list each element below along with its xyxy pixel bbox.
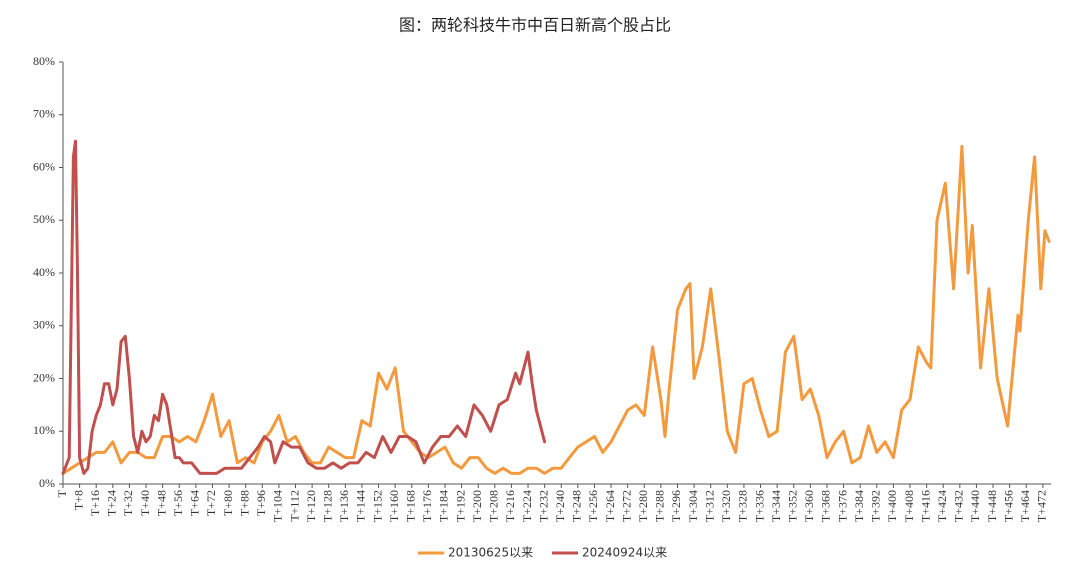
x-tick-label: T+40	[138, 490, 152, 516]
x-tick-label: T+200	[470, 490, 484, 522]
x-tick-label: T+400	[885, 490, 899, 522]
x-tick-label: T+64	[188, 490, 202, 516]
x-tick-label: T+352	[786, 490, 800, 522]
x-tick-label: T+104	[271, 490, 285, 522]
y-tick-label: 60%	[33, 159, 55, 173]
x-tick-label: T+192	[453, 490, 467, 522]
x-tick-label: T+248	[570, 490, 584, 522]
x-tick-label: T+344	[769, 490, 783, 522]
x-tick-label: T+136	[337, 490, 351, 522]
x-tick-label: T+224	[520, 490, 534, 522]
x-tick-label: T+464	[1018, 490, 1032, 522]
x-tick-label: T+72	[204, 490, 218, 516]
x-tick-label: T+208	[487, 490, 501, 522]
legend-label: 20240924以来	[582, 546, 667, 560]
x-tick-label: T+168	[404, 490, 418, 522]
x-tick-label: T+272	[619, 490, 633, 522]
y-tick-label: 10%	[33, 423, 55, 437]
x-tick-label: T+160	[387, 490, 401, 522]
x-tick-label: T+120	[304, 490, 318, 522]
x-tick-label: T+408	[902, 490, 916, 522]
x-tick-label: T+56	[171, 490, 185, 516]
x-tick-label: T+376	[835, 490, 849, 522]
x-tick-label: T+416	[918, 490, 932, 522]
x-tick-label: T+144	[354, 490, 368, 522]
x-tick-label: T+328	[736, 490, 750, 522]
x-tick-label: T+184	[437, 490, 451, 522]
x-tick-label: T+80	[221, 490, 235, 516]
y-tick-label: 30%	[33, 318, 55, 332]
x-tick-label: T+448	[985, 490, 999, 522]
x-tick-label: T+312	[702, 490, 716, 522]
x-tick-label: T+232	[536, 490, 550, 522]
x-tick-label: T	[55, 489, 69, 497]
x-tick-label: T+368	[819, 490, 833, 522]
series-line	[61, 139, 547, 475]
x-tick-label: T+280	[636, 490, 650, 522]
x-tick-label: T+256	[586, 490, 600, 522]
x-tick-label: T+336	[752, 490, 766, 522]
x-tick-label: T+472	[1035, 490, 1049, 522]
x-tick-label: T+152	[370, 490, 384, 522]
x-tick-label: T+432	[952, 490, 966, 522]
x-tick-label: T+24	[105, 490, 119, 516]
x-tick-label: T+96	[254, 490, 268, 516]
x-tick-label: T+424	[935, 490, 949, 522]
legend-label: 20130625以来	[448, 546, 533, 560]
x-tick-label: T+128	[320, 490, 334, 522]
x-tick-label: T+112	[287, 490, 301, 522]
x-tick-label: T+456	[1001, 490, 1015, 522]
x-tick-label: T+384	[852, 490, 866, 522]
x-tick-label: T+88	[237, 490, 251, 516]
y-tick-label: 20%	[33, 370, 55, 384]
x-tick-label: T+8	[71, 490, 85, 510]
series-line	[61, 144, 1051, 475]
y-tick-label: 40%	[33, 265, 55, 279]
x-tick-label: T+240	[553, 490, 567, 522]
y-tick-label: 50%	[33, 212, 55, 226]
chart-title: 图：两轮科技牛市中百日新高个股占比	[399, 16, 671, 35]
x-tick-label: T+320	[719, 490, 733, 522]
x-tick-label: T+216	[503, 490, 517, 522]
x-tick-label: T+296	[669, 490, 683, 522]
x-tick-label: T+32	[121, 490, 135, 516]
x-tick-label: T+304	[686, 490, 700, 522]
y-tick-label: 70%	[33, 107, 55, 121]
x-tick-label: T+16	[88, 490, 102, 516]
x-tick-label: T+360	[802, 490, 816, 522]
x-tick-label: T+440	[968, 490, 982, 522]
x-tick-label: T+176	[420, 490, 434, 522]
x-tick-label: T+288	[653, 490, 667, 522]
y-tick-label: 80%	[33, 54, 55, 68]
y-tick-label: 0%	[39, 476, 55, 490]
x-tick-label: T+392	[869, 490, 883, 522]
x-tick-label: T+264	[603, 490, 617, 522]
x-tick-label: T+48	[154, 490, 168, 516]
